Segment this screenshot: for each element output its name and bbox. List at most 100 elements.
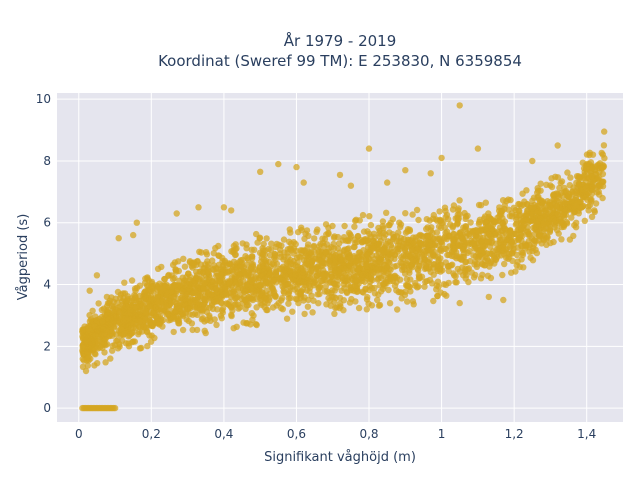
data-point (132, 293, 139, 300)
data-point (454, 207, 462, 214)
data-point (294, 281, 302, 288)
data-point (384, 270, 391, 277)
data-point (288, 247, 295, 254)
data-point (394, 306, 401, 313)
data-point (483, 255, 491, 262)
data-point (532, 223, 539, 230)
data-point (601, 128, 608, 135)
data-point (434, 292, 441, 300)
data-point (233, 294, 241, 301)
data-point (467, 219, 474, 226)
x-tick-label: 0,8 (359, 427, 378, 441)
data-point (322, 248, 330, 256)
data-point (402, 210, 409, 217)
data-point (354, 268, 361, 276)
data-point (317, 284, 324, 291)
data-point (156, 280, 163, 287)
data-point (575, 174, 582, 182)
data-point (242, 271, 249, 278)
data-point (374, 296, 381, 304)
data-point (456, 197, 463, 204)
data-point (315, 257, 322, 264)
data-point (575, 210, 582, 217)
data-point (437, 265, 444, 272)
data-point-outlier (257, 168, 264, 175)
data-point (268, 240, 275, 247)
data-point (116, 343, 123, 350)
data-point-outlier (300, 179, 307, 186)
data-point (389, 215, 396, 223)
data-point (508, 210, 516, 217)
data-point (567, 174, 574, 181)
data-point (253, 304, 260, 311)
data-point (394, 245, 401, 252)
data-point (407, 276, 414, 283)
data-point (168, 313, 176, 320)
data-point (114, 337, 121, 344)
data-point (128, 338, 136, 346)
data-point (341, 222, 348, 230)
data-point (375, 265, 382, 273)
data-point (84, 362, 92, 369)
data-point (323, 231, 330, 238)
data-point (436, 208, 443, 215)
data-point (84, 349, 92, 356)
data-point (331, 233, 338, 240)
data-point (559, 212, 567, 219)
data-point (402, 246, 409, 254)
x-tick-label: 1 (438, 427, 446, 441)
data-point (436, 236, 443, 243)
data-point-outlier (456, 299, 463, 307)
data-point (547, 239, 554, 247)
data-point-outlier (220, 204, 228, 211)
data-point (558, 236, 565, 243)
data-point (410, 240, 417, 247)
data-point (558, 218, 565, 225)
data-point (128, 277, 136, 284)
data-point (262, 279, 269, 287)
data-point (197, 293, 204, 300)
data-point (118, 314, 125, 321)
data-point (531, 237, 538, 244)
data-point (477, 275, 485, 282)
data-point (524, 228, 532, 235)
data-point (513, 251, 521, 259)
data-point (144, 342, 151, 350)
data-point (213, 321, 220, 329)
data-point (174, 283, 181, 291)
data-point (366, 213, 373, 220)
data-point (317, 240, 324, 248)
data-point (564, 193, 572, 200)
data-point (304, 303, 312, 310)
data-point-outlier (82, 367, 90, 375)
data-point (450, 202, 458, 209)
y-tick-label: 6 (43, 216, 51, 230)
data-point (352, 298, 359, 305)
data-point (309, 258, 316, 265)
data-point (385, 286, 392, 294)
data-point (206, 314, 213, 321)
data-point (478, 241, 486, 249)
data-point (179, 326, 187, 334)
data-point (234, 286, 242, 293)
data-point (92, 351, 99, 358)
data-point (478, 260, 485, 267)
data-point (121, 279, 128, 286)
data-point (136, 303, 143, 310)
data-point (550, 215, 557, 223)
data-point (148, 283, 155, 290)
data-point (107, 355, 114, 362)
data-point (251, 246, 258, 253)
data-point (254, 239, 261, 246)
data-point (533, 249, 541, 257)
data-point (243, 261, 251, 268)
data-point (289, 308, 296, 315)
data-point (213, 284, 220, 292)
data-point (472, 271, 479, 279)
data-point (183, 287, 191, 295)
data-point (336, 294, 344, 302)
data-point (489, 238, 496, 245)
y-axis-title: Vågperiod (s) (16, 214, 31, 301)
data-point (588, 213, 596, 220)
data-point (466, 232, 473, 239)
